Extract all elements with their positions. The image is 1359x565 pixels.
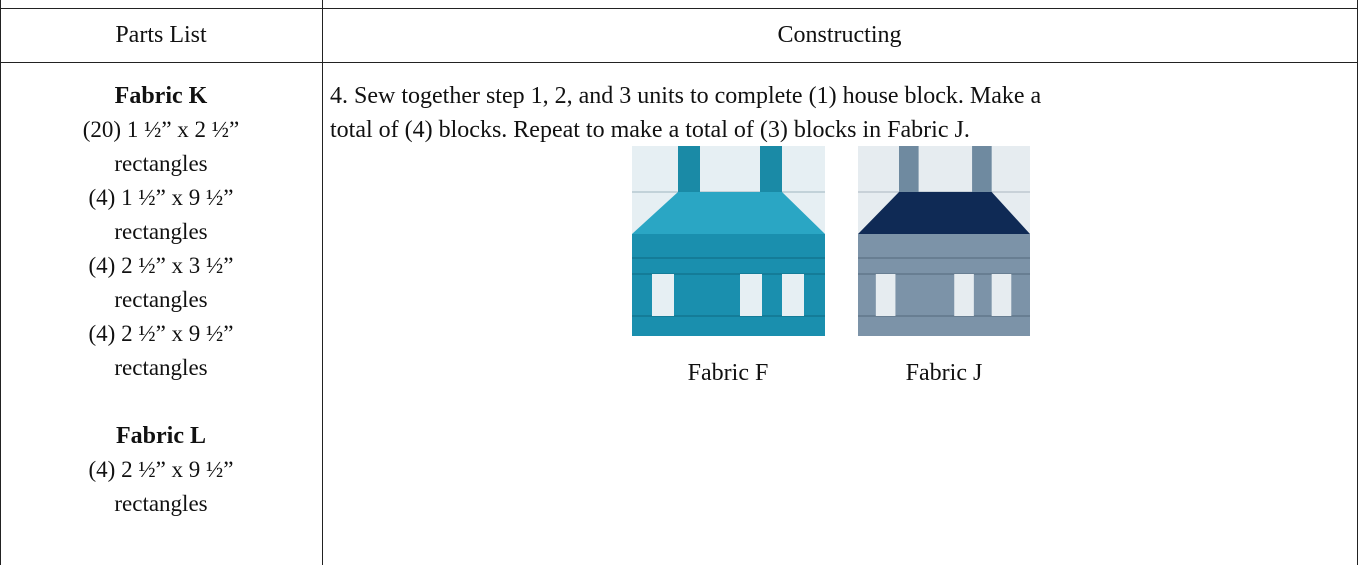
part-line: (4) 2 ½” x 3 ½” <box>88 253 234 278</box>
border <box>0 62 1358 63</box>
part-line: rectangles <box>114 151 208 176</box>
border <box>322 0 323 565</box>
fabric-name: Fabric K <box>114 83 208 109</box>
part-line: (4) 2 ½” x 9 ½” <box>88 321 234 346</box>
part-line: rectangles <box>114 491 208 516</box>
part-line: rectangles <box>114 355 208 380</box>
instructions: 4. Sew together step 1, 2, and 3 units t… <box>330 79 1350 147</box>
part-line: rectangles <box>114 219 208 244</box>
header-cell: Parts List <box>115 22 207 48</box>
border <box>0 8 1358 9</box>
parts-list: Fabric K (20) 1 ½” x 2 ½” rectangles (4)… <box>0 79 322 521</box>
instruction-line: total of (4) blocks. Repeat to make a to… <box>330 117 970 143</box>
house-block <box>858 146 1030 336</box>
fabric-name: Fabric L <box>116 423 206 449</box>
part-line: (20) 1 ½” x 2 ½” <box>82 117 240 142</box>
instruction-line: 4. Sew together step 1, 2, and 3 units t… <box>330 83 1042 109</box>
header-cell: Constructing <box>777 22 902 48</box>
house-block <box>632 146 825 336</box>
part-line: (4) 1 ½” x 9 ½” <box>88 185 234 210</box>
border <box>0 0 1 565</box>
figure-caption: Fabric J <box>905 360 983 386</box>
part-line: rectangles <box>114 287 208 312</box>
part-line: (4) 2 ½” x 9 ½” <box>88 457 234 482</box>
figure-caption: Fabric F <box>687 360 769 386</box>
border <box>1357 0 1358 565</box>
